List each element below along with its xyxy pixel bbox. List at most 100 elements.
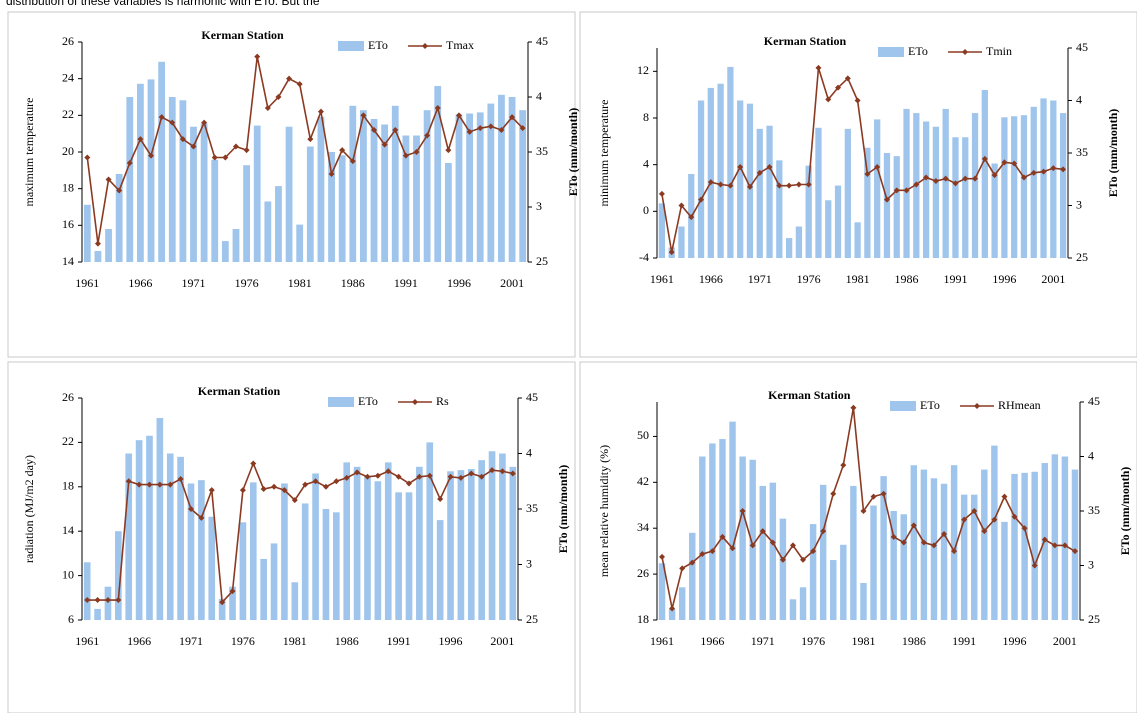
marker [94, 597, 101, 604]
marker [749, 542, 756, 549]
bar [126, 97, 134, 262]
bar [115, 531, 122, 620]
x-tick-label: 1991 [952, 634, 976, 648]
marker [286, 75, 293, 82]
bar [156, 417, 164, 620]
x-tick-label: 1981 [283, 634, 307, 648]
legend-label: ETo [368, 38, 388, 52]
marker [371, 127, 378, 133]
bar [883, 153, 891, 258]
marker [406, 480, 412, 487]
bar [903, 108, 910, 259]
chart-panel: 14 16 18 20 22 24 26 25 3 35 4 45 1961 1966 1971 1976 19… [7, 11, 580, 358]
bar [125, 453, 133, 620]
x-tick-label: 1961 [75, 276, 99, 290]
y-tick-label: 16 [62, 217, 74, 231]
y2-tick-label: 35 [1088, 503, 1100, 517]
marker [900, 539, 907, 546]
bar [678, 226, 685, 258]
x-tick-label: 1981 [851, 634, 875, 648]
marker [317, 108, 324, 115]
y-axis-label: minimum temperature [597, 100, 611, 207]
bar [1030, 106, 1037, 258]
y2-tick-label: 4 [1076, 92, 1082, 106]
bar [221, 241, 229, 262]
y-axis-label: mean relative humidity (%) [597, 445, 611, 577]
marker [972, 175, 979, 182]
marker [688, 214, 695, 221]
y-tick-label: 22 [62, 434, 74, 448]
legend-label: RHmean [998, 398, 1041, 412]
y2-tick-label: 3 [1088, 557, 1094, 571]
marker [779, 556, 786, 563]
marker [395, 473, 402, 480]
marker [392, 127, 399, 133]
marker [795, 181, 802, 188]
x-tick-label: 1991 [387, 634, 411, 648]
y-tick-label: 26 [637, 566, 649, 580]
bar [508, 97, 516, 262]
y2-tick-label: 4 [526, 445, 532, 459]
bar [893, 156, 900, 258]
marker [343, 474, 350, 481]
bar [709, 443, 716, 620]
x-tick-label: 2001 [1041, 272, 1065, 286]
marker [437, 496, 444, 503]
marker [307, 136, 314, 143]
bar [104, 586, 112, 620]
marker [1061, 542, 1068, 549]
x-tick-label: 1961 [75, 634, 99, 648]
y2-tick-label: 45 [1076, 40, 1088, 54]
bar [105, 229, 112, 262]
x-tick-label: 1986 [341, 276, 365, 290]
marker [880, 490, 887, 497]
marker [719, 533, 726, 540]
bar [991, 445, 998, 620]
marker [136, 481, 143, 488]
bar [962, 137, 969, 258]
y-axis-label: radiation (MJ/m2 day) [22, 455, 36, 563]
y2-axis-label: ETo (mm/month) [1118, 467, 1132, 556]
marker [385, 468, 392, 475]
marker [769, 539, 776, 546]
marker [729, 545, 736, 552]
y2-tick-label: 3 [536, 199, 542, 213]
marker [1001, 493, 1008, 500]
bar [509, 466, 517, 620]
y2-tick-label: 25 [1088, 612, 1100, 626]
bar [900, 514, 907, 620]
bar [1050, 100, 1057, 258]
marker [1050, 165, 1057, 172]
marker [971, 508, 978, 514]
marker [786, 182, 793, 189]
bar [739, 456, 746, 620]
bar [860, 582, 867, 620]
marker [487, 123, 494, 130]
bar [746, 103, 754, 259]
bar [769, 482, 777, 620]
marker [296, 81, 303, 88]
bar [815, 127, 822, 258]
marker [222, 154, 229, 161]
bar [229, 586, 236, 620]
bar [960, 494, 968, 620]
marker [177, 476, 184, 483]
bar [115, 174, 123, 262]
line [86, 56, 524, 244]
marker [328, 171, 335, 177]
bar [689, 532, 696, 620]
y-tick-label: 42 [637, 474, 649, 488]
marker [810, 548, 817, 555]
y-tick-label: 8 [643, 110, 649, 124]
bar [374, 481, 382, 620]
bar [1011, 473, 1018, 620]
bar [179, 100, 187, 262]
y-tick-label: 0 [643, 203, 649, 217]
marker [835, 84, 842, 91]
bar [991, 163, 998, 258]
bar [1071, 469, 1079, 620]
legend-swatch [878, 47, 904, 57]
bar [423, 110, 431, 262]
x-tick-label: 1976 [235, 276, 259, 290]
y2-tick-label: 3 [1076, 197, 1082, 211]
